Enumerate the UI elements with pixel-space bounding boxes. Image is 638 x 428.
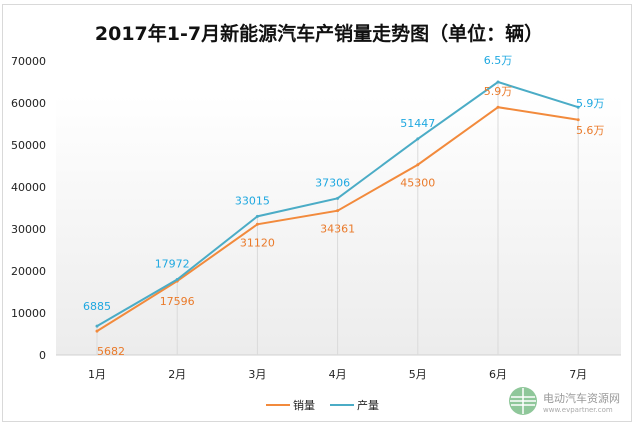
data-point bbox=[255, 214, 259, 218]
y-tick-label: 10000 bbox=[11, 307, 46, 320]
data-label: 5.9万 bbox=[576, 97, 605, 110]
watermark: 电动汽车资源网 www.evpartner.com bbox=[509, 387, 620, 415]
data-point bbox=[336, 196, 340, 200]
y-tick-label: 60000 bbox=[11, 97, 46, 110]
x-tick-label: 6月 bbox=[489, 368, 507, 381]
y-tick-label: 50000 bbox=[11, 139, 46, 152]
data-label: 5.6万 bbox=[576, 124, 605, 137]
x-tick-label: 7月 bbox=[569, 368, 587, 381]
y-tick-label: 70000 bbox=[11, 55, 46, 68]
y-tick-label: 20000 bbox=[11, 265, 46, 278]
data-label: 51447 bbox=[400, 117, 435, 130]
data-point bbox=[416, 137, 420, 141]
x-tick-label: 3月 bbox=[248, 368, 266, 381]
data-point bbox=[95, 324, 99, 328]
x-tick-label: 2月 bbox=[168, 368, 186, 381]
data-point bbox=[175, 278, 179, 282]
legend-label: 销量 bbox=[293, 398, 315, 412]
data-point bbox=[496, 80, 500, 84]
data-point bbox=[576, 118, 580, 122]
data-point bbox=[336, 209, 340, 213]
data-point bbox=[95, 329, 99, 333]
y-tick-label: 30000 bbox=[11, 223, 46, 236]
legend-label: 产量 bbox=[357, 398, 379, 412]
x-tick-label: 1月 bbox=[88, 368, 106, 381]
data-label: 31120 bbox=[240, 236, 275, 249]
data-point bbox=[255, 222, 259, 226]
chart-title: 2017年1-7月新能源汽车产销量走势图（单位：辆） bbox=[95, 22, 543, 45]
data-label: 17972 bbox=[155, 258, 190, 271]
data-point bbox=[416, 163, 420, 167]
data-label: 5.9万 bbox=[484, 85, 513, 98]
watermark-name: 电动汽车资源网 bbox=[543, 391, 620, 405]
x-tick-label: 4月 bbox=[329, 368, 347, 381]
data-label: 37306 bbox=[315, 176, 350, 189]
watermark-url: www.evpartner.com bbox=[543, 406, 613, 414]
data-label: 45300 bbox=[400, 177, 435, 190]
chart-frame bbox=[2, 4, 632, 422]
data-label: 33015 bbox=[235, 194, 270, 207]
data-point bbox=[576, 105, 580, 109]
data-label: 17596 bbox=[160, 295, 195, 308]
data-label: 6885 bbox=[83, 300, 111, 313]
plot-area bbox=[56, 95, 621, 355]
data-point bbox=[496, 105, 500, 109]
y-tick-label: 0 bbox=[39, 349, 46, 362]
data-label: 5682 bbox=[97, 345, 125, 358]
x-tick-label: 5月 bbox=[409, 368, 427, 381]
data-label: 6.5万 bbox=[484, 54, 513, 67]
data-label: 34361 bbox=[320, 223, 355, 236]
y-tick-label: 40000 bbox=[11, 181, 46, 194]
